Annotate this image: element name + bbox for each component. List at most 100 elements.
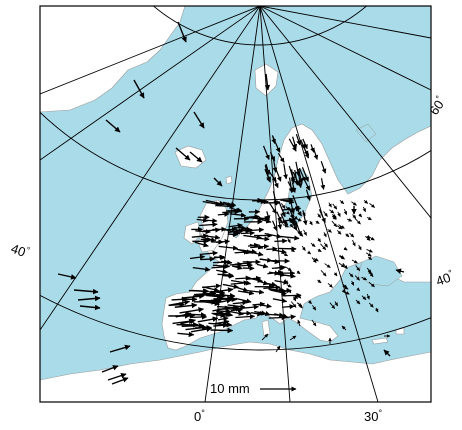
displacement-arrow bbox=[272, 248, 287, 255]
displacement-arrow bbox=[282, 223, 289, 228]
displacement-arrow bbox=[280, 235, 300, 241]
displacement-arrow bbox=[292, 171, 301, 187]
displacement-arrow bbox=[168, 301, 185, 308]
displacement-arrow bbox=[343, 208, 348, 216]
displacement-arrow bbox=[273, 179, 279, 189]
displacement-arrow bbox=[253, 198, 267, 204]
displacement-arrow bbox=[296, 230, 304, 237]
displacement-arrow bbox=[213, 254, 225, 260]
displacement-arrow bbox=[213, 322, 229, 329]
displacement-arrow bbox=[227, 228, 245, 234]
displacement-arrow bbox=[289, 335, 297, 341]
displacement-arrow bbox=[181, 293, 205, 300]
displacement-arrow bbox=[341, 289, 346, 294]
displacement-arrow bbox=[354, 217, 361, 225]
lat-40-east-label: 40° bbox=[434, 267, 457, 288]
displacement-arrow bbox=[317, 237, 321, 243]
displacement-arrow bbox=[240, 230, 255, 236]
displacement-arrow bbox=[280, 203, 286, 209]
latitude-40 bbox=[40, 294, 431, 351]
displacement-arrow bbox=[202, 200, 221, 207]
displacement-arrow bbox=[249, 227, 265, 233]
displacement-arrow bbox=[302, 176, 311, 191]
scale-bar-label: 10 mm bbox=[210, 381, 250, 396]
displacement-arrow bbox=[294, 215, 298, 220]
displacement-arrow bbox=[188, 312, 207, 318]
displacement-arrow bbox=[312, 147, 319, 160]
displacement-arrow bbox=[342, 262, 348, 270]
displacement-arrow bbox=[284, 279, 289, 285]
displacement-arrow bbox=[179, 307, 204, 314]
lon-0-label: 0° bbox=[194, 408, 205, 424]
displacement-arrow bbox=[133, 79, 145, 99]
displacement-arrow bbox=[272, 298, 288, 304]
displacement-arrow bbox=[296, 293, 302, 299]
meridian-45 bbox=[259, 6, 431, 219]
displacement-arrow bbox=[358, 213, 363, 218]
displacement-arrow bbox=[265, 163, 271, 175]
displacement-arrow bbox=[238, 304, 259, 310]
displacement-arrow bbox=[230, 207, 243, 213]
lat-60-label: 60° bbox=[425, 93, 449, 117]
displacement-arrow bbox=[301, 245, 306, 251]
displacement-arrow bbox=[345, 233, 350, 238]
displacement-arrow bbox=[297, 319, 301, 327]
displacement-arrow bbox=[310, 144, 315, 153]
displacement-arrow bbox=[341, 325, 347, 331]
displacement-arrow bbox=[305, 189, 311, 201]
land-sardinia bbox=[261, 319, 271, 337]
displacement-arrow bbox=[336, 230, 342, 235]
displacement-arrow bbox=[288, 138, 297, 152]
displacement-arrow bbox=[318, 209, 326, 223]
displacement-arrow bbox=[281, 291, 286, 297]
displacement-arrow bbox=[227, 231, 239, 238]
sea-black bbox=[357, 255, 403, 287]
land-crete bbox=[371, 337, 389, 345]
displacement-arrow bbox=[320, 161, 327, 174]
displacement-arrow bbox=[301, 167, 309, 182]
displacement-arrow bbox=[290, 248, 295, 253]
displacement-arrow bbox=[250, 243, 270, 250]
displacement-arrow bbox=[355, 299, 361, 305]
displacement-arrow bbox=[349, 232, 355, 238]
latitude-80 bbox=[152, 6, 368, 46]
displacement-arrow bbox=[358, 244, 362, 251]
displacement-arrow bbox=[194, 241, 209, 248]
displacement-arrow bbox=[192, 288, 209, 294]
displacement-arrow bbox=[310, 242, 316, 247]
displacement-arrow bbox=[289, 223, 294, 228]
displacement-arrow bbox=[333, 272, 338, 277]
displacement-arrow bbox=[348, 272, 354, 278]
displacement-arrow bbox=[361, 276, 368, 281]
displacement-arrow bbox=[217, 272, 234, 278]
displacement-arrow bbox=[235, 297, 252, 304]
lon-30-label: 30° bbox=[364, 408, 382, 424]
land-ireland bbox=[183, 221, 201, 245]
displacement-arrow bbox=[291, 217, 296, 222]
displacement-arrow bbox=[334, 301, 339, 307]
lat-40-west-label: 40° bbox=[9, 240, 32, 261]
displacement-arrow bbox=[356, 287, 361, 292]
displacement-arrow bbox=[311, 257, 317, 263]
displacement-arrow bbox=[339, 199, 345, 205]
displacement-arrow bbox=[216, 308, 232, 315]
displacement-arrow bbox=[189, 151, 203, 163]
displacement-arrow bbox=[190, 314, 208, 320]
displacement-arrow bbox=[366, 249, 373, 253]
displacement-arrow bbox=[323, 211, 328, 217]
displacement-arrow bbox=[199, 221, 218, 228]
displacement-arrow bbox=[189, 254, 206, 260]
displacement-arrow bbox=[105, 119, 121, 133]
map-frame bbox=[39, 5, 432, 403]
displacement-arrow bbox=[266, 246, 278, 252]
land-greenland bbox=[40, 6, 186, 113]
displacement-arrow bbox=[331, 220, 338, 228]
displacement-arrow bbox=[251, 311, 263, 317]
displacement-arrow bbox=[213, 296, 238, 303]
displacement-arrow bbox=[277, 152, 285, 163]
displacement-arrow bbox=[313, 257, 319, 262]
sea-white bbox=[355, 123, 377, 143]
displacement-arrow bbox=[286, 283, 292, 288]
displacement-arrow bbox=[174, 302, 198, 309]
displacement-arrow bbox=[271, 265, 286, 271]
